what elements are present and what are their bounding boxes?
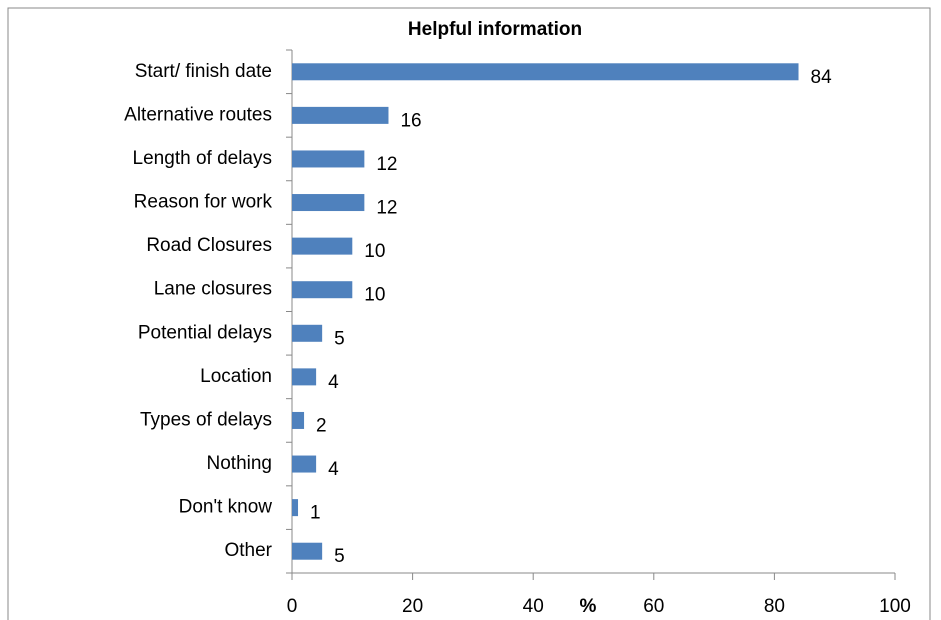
- bar: [292, 499, 299, 517]
- x-tick-label: 60: [643, 596, 664, 617]
- value-label: 5: [334, 546, 345, 567]
- bar: [292, 368, 317, 386]
- bar: [292, 194, 365, 212]
- y-tick-label: Other: [224, 540, 272, 561]
- y-tick-label: Length of delays: [133, 148, 272, 169]
- bar: [292, 106, 389, 124]
- y-tick-label: Reason for work: [134, 192, 273, 213]
- x-tick-label: 80: [764, 596, 785, 617]
- bar: [292, 63, 799, 81]
- value-label: 5: [334, 328, 345, 349]
- y-tick-label: Alternative routes: [124, 104, 272, 125]
- y-tick-label: Don't know: [179, 497, 273, 518]
- x-axis-label: %: [580, 596, 597, 617]
- y-tick-label: Types of delays: [140, 409, 272, 430]
- value-label: 10: [364, 285, 385, 306]
- value-label: 10: [364, 241, 385, 262]
- bar: [292, 411, 305, 429]
- chart-frame: [7, 7, 931, 620]
- value-label: 12: [376, 154, 397, 175]
- x-tick-label: 40: [523, 596, 544, 617]
- y-tick-label: Start/ finish date: [135, 61, 272, 82]
- bar: [292, 237, 353, 255]
- value-label: 16: [400, 110, 421, 131]
- bar: [292, 150, 365, 168]
- chart-title: Helpful information: [408, 19, 582, 40]
- value-label: 84: [811, 67, 833, 88]
- x-tick-label: 0: [287, 596, 298, 617]
- value-label: 4: [328, 372, 339, 393]
- x-tick-label: 100: [879, 596, 911, 617]
- y-tick-label: Potential delays: [138, 322, 272, 343]
- value-label: 12: [376, 198, 397, 219]
- bar: [292, 281, 353, 299]
- value-label: 1: [310, 503, 321, 524]
- y-tick-label: Location: [200, 366, 272, 387]
- y-tick-label: Lane closures: [154, 279, 272, 300]
- x-tick-label: 20: [402, 596, 423, 617]
- y-tick-label: Road Closures: [146, 235, 272, 256]
- value-label: 2: [316, 415, 327, 436]
- y-tick-label: Nothing: [207, 453, 273, 474]
- bar: [292, 455, 317, 473]
- value-label: 4: [328, 459, 339, 480]
- bar: [292, 542, 323, 560]
- bar: [292, 324, 323, 342]
